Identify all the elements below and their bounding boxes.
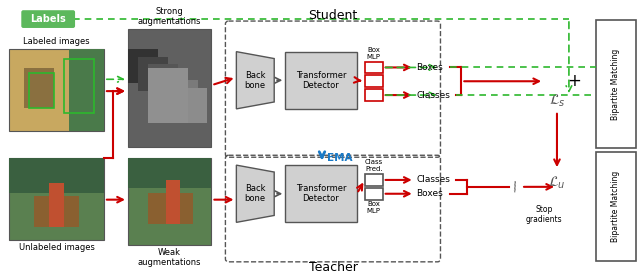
Text: Box
MLP: Box MLP [367, 201, 381, 214]
Bar [157, 72, 188, 107]
Bar [365, 62, 383, 73]
Bar [365, 89, 383, 101]
Bar [128, 29, 211, 147]
Bar [148, 64, 178, 99]
Text: +: + [567, 72, 581, 90]
Text: Transformer
Detector: Transformer Detector [296, 184, 346, 204]
Text: Boxes: Boxes [417, 189, 444, 198]
Text: Weak
augmentations: Weak augmentations [138, 248, 202, 267]
Text: Bipartite Matching: Bipartite Matching [611, 171, 620, 242]
Text: Back
bone: Back bone [244, 71, 266, 90]
FancyBboxPatch shape [21, 10, 75, 28]
Text: Classes: Classes [417, 176, 451, 185]
Bar [596, 20, 636, 148]
Bar [10, 49, 104, 130]
Text: Unlabeled images: Unlabeled images [19, 243, 95, 252]
Text: Transformer
Detector: Transformer Detector [296, 71, 346, 90]
Bar [29, 73, 54, 108]
Bar [148, 68, 188, 123]
Text: Teacher: Teacher [308, 261, 357, 274]
Text: Back
bone: Back bone [244, 184, 266, 204]
Text: Labeled images: Labeled images [23, 37, 90, 46]
Text: Classes: Classes [417, 90, 451, 100]
Text: Class
Pred.: Class Pred. [365, 159, 383, 172]
Bar [49, 183, 64, 227]
Text: Bipartite Matching: Bipartite Matching [611, 49, 620, 120]
Text: $\!\!/\!\!/$: $\!\!/\!\!/$ [510, 179, 520, 194]
Text: $\mathcal{L}_s$: $\mathcal{L}_s$ [548, 93, 565, 109]
Bar [24, 68, 54, 108]
Polygon shape [236, 52, 274, 109]
Bar [138, 57, 168, 91]
Bar [365, 188, 383, 200]
Bar [166, 180, 180, 224]
Bar [128, 158, 211, 188]
Bar [365, 75, 383, 87]
Polygon shape [236, 165, 274, 222]
Text: Boxes: Boxes [417, 63, 444, 72]
Text: Student: Student [308, 9, 358, 22]
Bar [285, 52, 357, 109]
Text: $\mathcal{L}_u$: $\mathcal{L}_u$ [548, 175, 566, 191]
Bar [69, 49, 104, 130]
Bar [596, 152, 636, 261]
Bar [128, 158, 211, 245]
Bar [10, 158, 104, 240]
Text: Labels: Labels [30, 14, 66, 24]
Bar [178, 88, 207, 123]
Bar [35, 196, 79, 227]
Text: Stop
gradients: Stop gradients [525, 205, 563, 224]
Bar [168, 80, 198, 115]
Text: EMA: EMA [327, 153, 353, 163]
Bar [10, 158, 104, 193]
Text: Box
MLP: Box MLP [367, 46, 381, 60]
Bar [148, 193, 193, 224]
Bar [365, 174, 383, 186]
Bar [285, 165, 357, 222]
Bar [64, 59, 94, 113]
Bar [128, 49, 157, 83]
Text: Strong
augmentations: Strong augmentations [138, 7, 202, 26]
